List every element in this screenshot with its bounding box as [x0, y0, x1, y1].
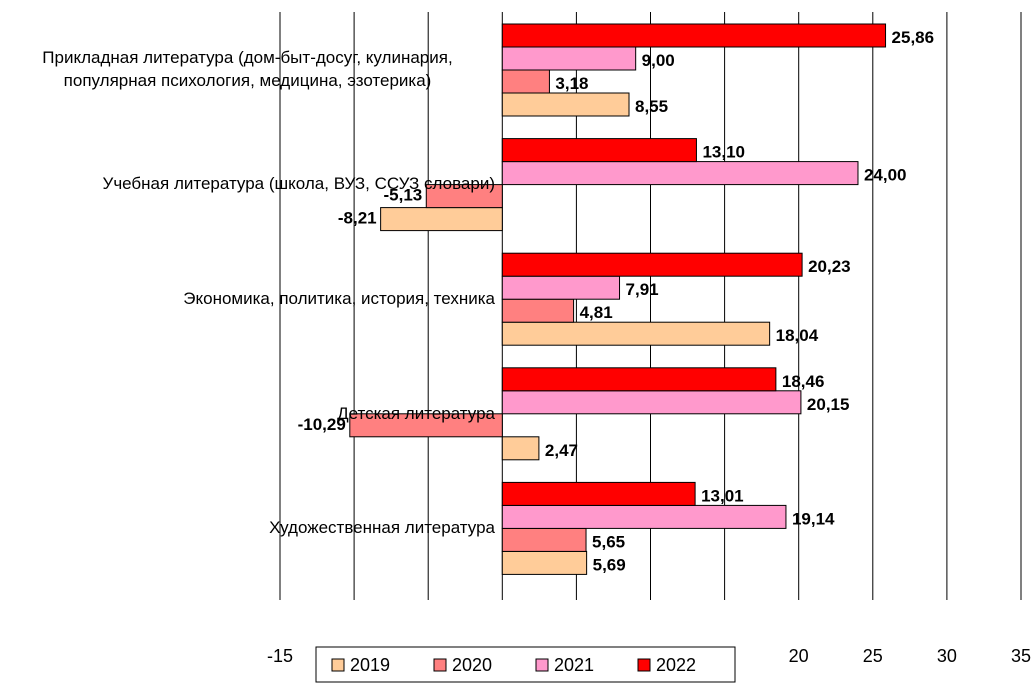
- bar: [501, 138, 697, 163]
- value-label: 5,69: [593, 555, 626, 574]
- bar: [425, 184, 503, 209]
- bar: [501, 92, 630, 117]
- bar: [501, 527, 587, 552]
- value-label: 4,81: [580, 303, 613, 322]
- bar: [501, 436, 540, 461]
- bar: [501, 550, 588, 575]
- legend-label: 2020: [452, 655, 492, 675]
- category-text: Учебная литература (школа, ВУЗ, ССУЗ сло…: [102, 174, 495, 194]
- category-label: Художественная литература: [0, 470, 495, 585]
- value-label: 13,10: [702, 143, 745, 162]
- value-label: 13,01: [701, 486, 744, 505]
- value-label: 20,23: [808, 257, 851, 276]
- value-label: 5,65: [592, 532, 625, 551]
- x-tick-label: 30: [937, 646, 957, 666]
- bar: [501, 252, 803, 277]
- legend-swatch: [331, 658, 345, 672]
- value-label: 19,14: [792, 509, 835, 528]
- bar: [349, 413, 503, 438]
- value-label: 8,55: [635, 97, 668, 116]
- value-label: -5,13: [384, 186, 423, 205]
- category-text: Прикладная литература (дом-быт-досуг, ку…: [42, 48, 453, 91]
- bar: [501, 69, 550, 94]
- value-label: 25,86: [892, 28, 935, 47]
- category-text: Детская литература: [337, 403, 495, 423]
- bar: [501, 298, 575, 323]
- legend-swatch: [535, 658, 549, 672]
- legend-label: 2021: [554, 655, 594, 675]
- legend-label: 2022: [656, 655, 696, 675]
- category-label: Экономика, политика, история, техника: [0, 241, 495, 356]
- legend-label: 2019: [350, 655, 390, 675]
- value-label: 2,47: [545, 441, 578, 460]
- bar: [501, 390, 802, 415]
- value-label: -8,21: [338, 209, 377, 228]
- legend-swatch: [433, 658, 447, 672]
- category-label: Прикладная литература (дом-быт-досуг, ку…: [0, 12, 495, 127]
- value-label: 9,00: [642, 51, 675, 70]
- x-tick-label: -15: [267, 646, 293, 666]
- x-tick-label: 20: [789, 646, 809, 666]
- value-label: 20,15: [807, 395, 850, 414]
- category-label: Детская литература: [0, 356, 495, 471]
- x-tick-label: 35: [1011, 646, 1031, 666]
- x-tick-label: 25: [863, 646, 883, 666]
- bar: [501, 46, 637, 71]
- bar: [501, 161, 859, 186]
- bar: [501, 23, 887, 48]
- value-label: 7,91: [626, 280, 659, 299]
- category-text: Экономика, политика, история, техника: [183, 288, 495, 308]
- value-label: -10,29: [298, 415, 346, 434]
- bar: [501, 367, 777, 392]
- bar: [501, 321, 771, 346]
- bar: [501, 481, 696, 506]
- value-label: 18,04: [776, 326, 819, 345]
- value-label: 18,46: [782, 372, 825, 391]
- legend-swatch: [637, 658, 651, 672]
- legend-box: [315, 646, 736, 683]
- category-label: Учебная литература (школа, ВУЗ, ССУЗ сло…: [0, 127, 495, 242]
- value-label: 3,18: [555, 74, 588, 93]
- value-label: 24,00: [864, 166, 907, 185]
- category-text: Художественная литература: [269, 518, 495, 538]
- bar: [501, 504, 787, 529]
- bar: [501, 275, 621, 300]
